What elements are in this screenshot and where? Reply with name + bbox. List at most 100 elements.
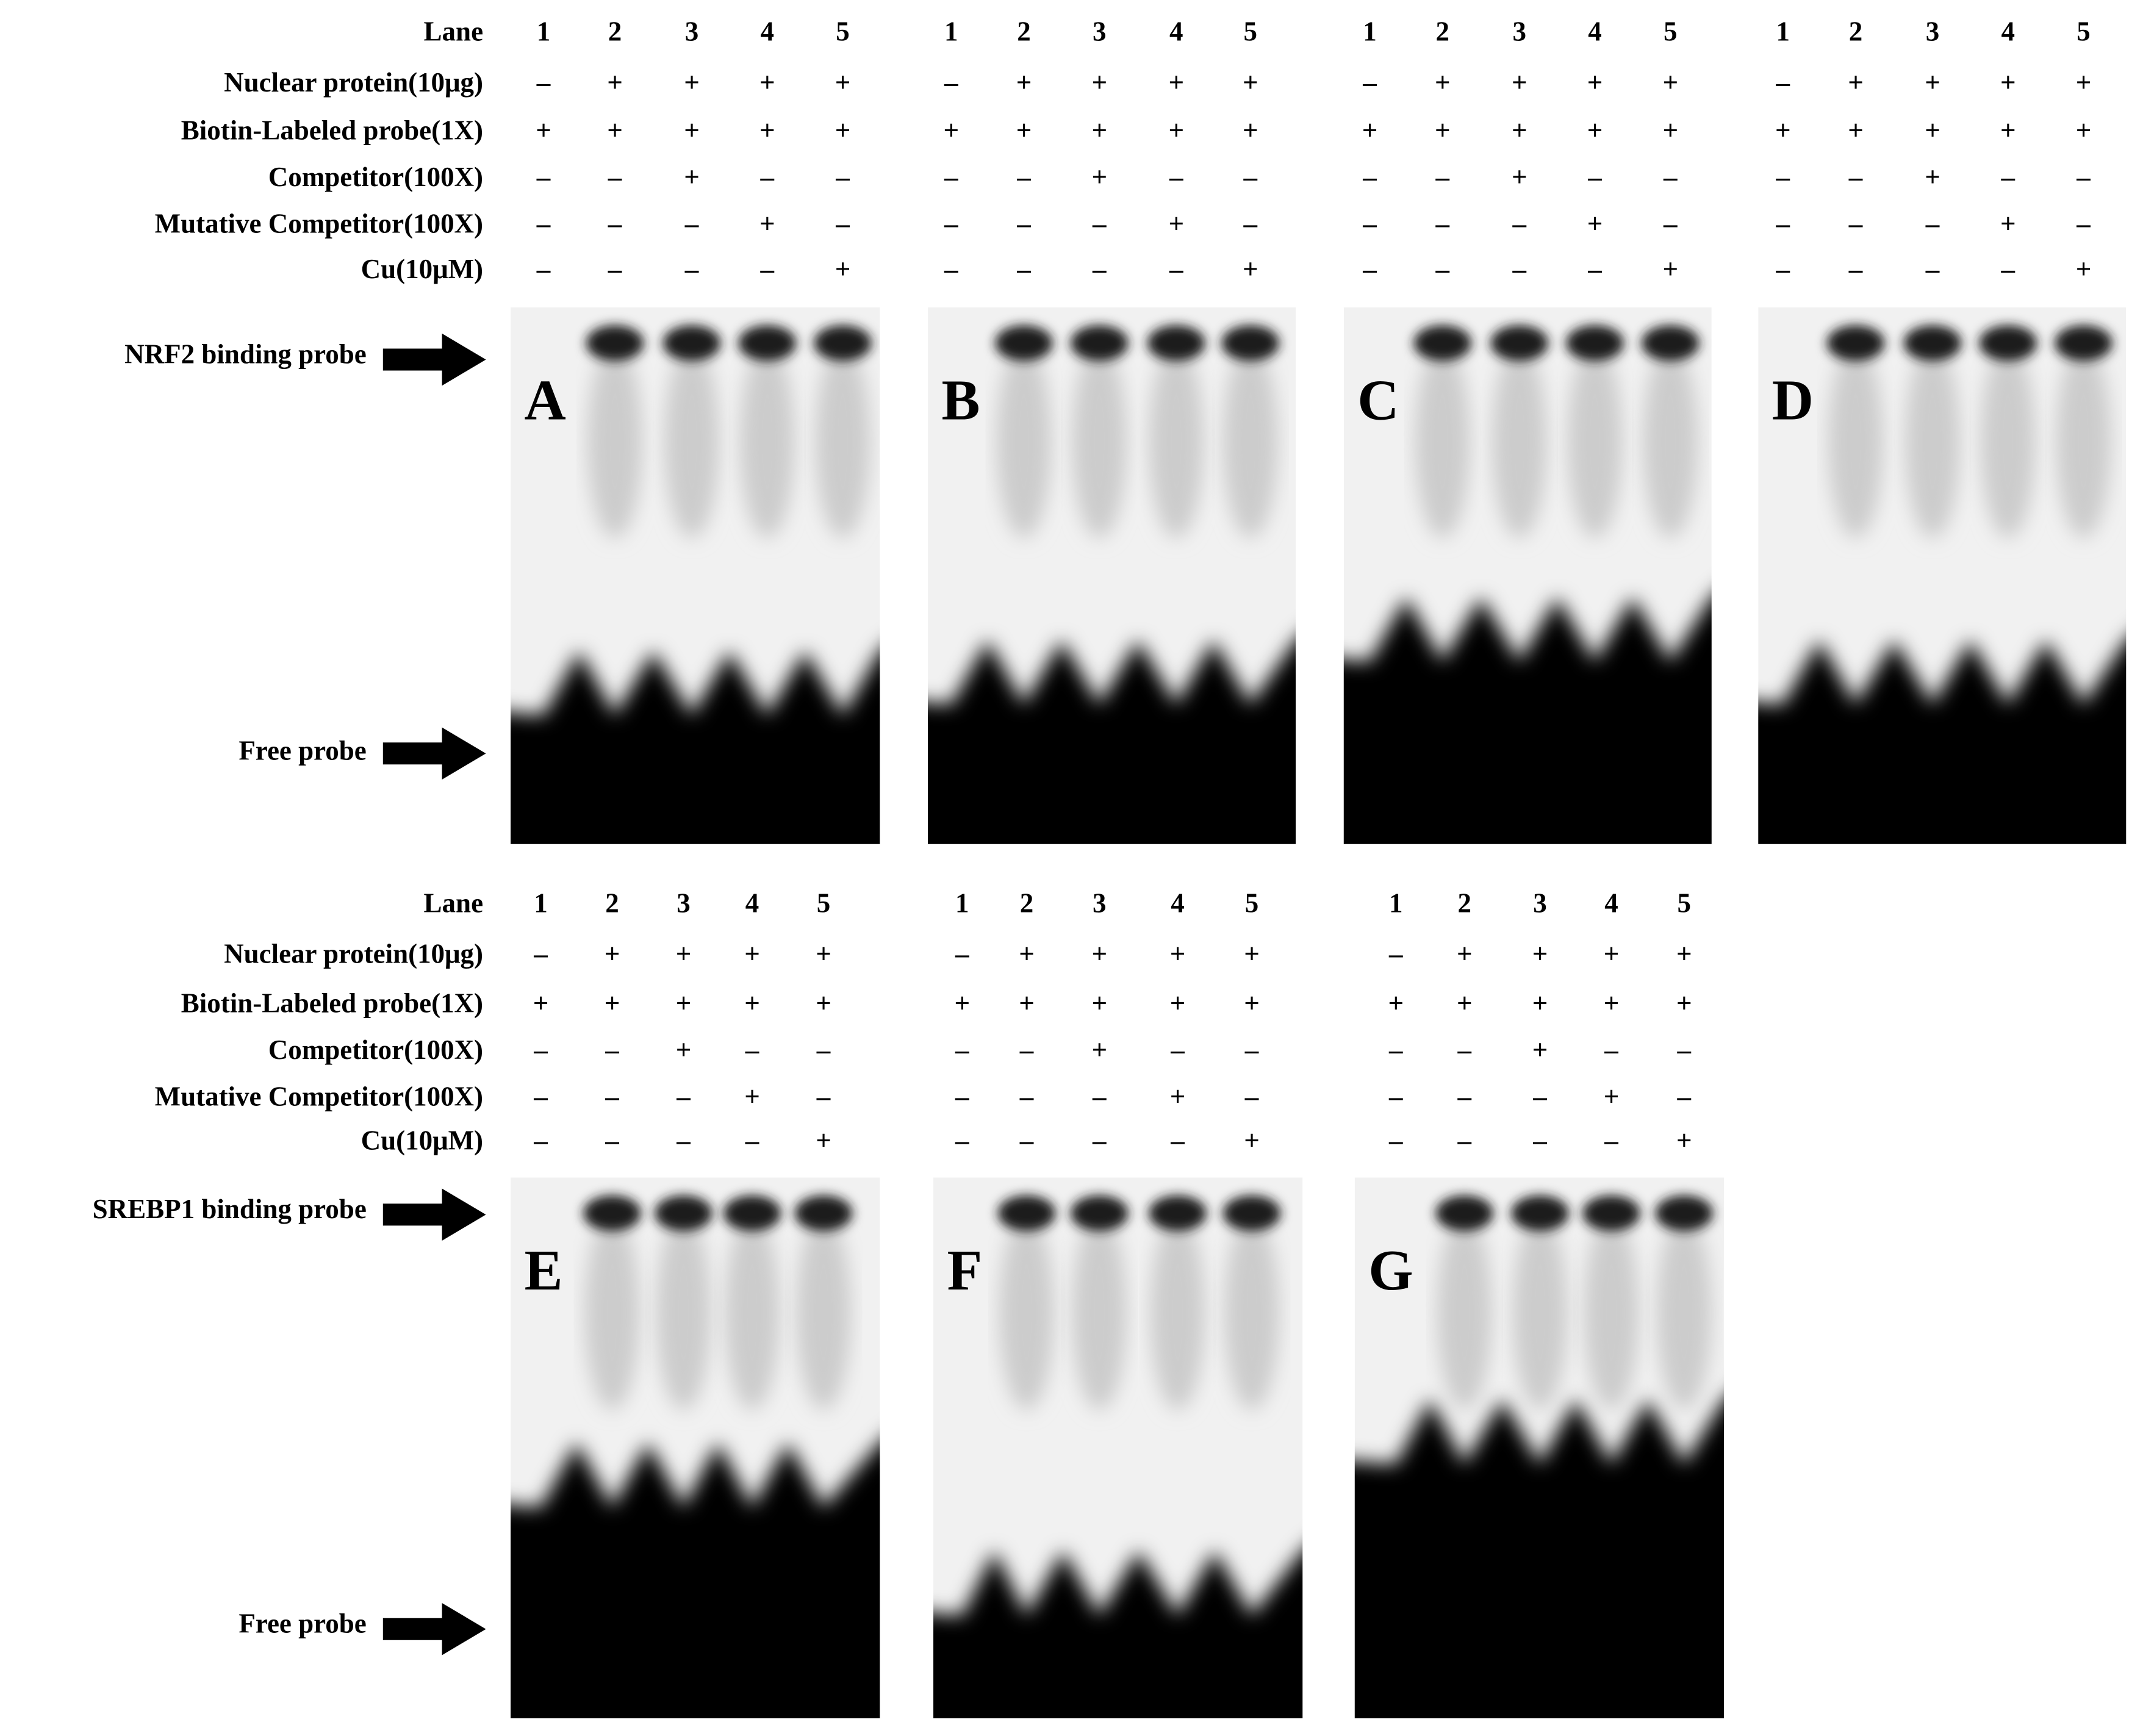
condition-sign: + (1019, 939, 1035, 969)
condition-sign: + (1925, 67, 1940, 98)
condition-sign: + (1243, 115, 1258, 146)
gel-band (738, 325, 797, 361)
lane-number: 4 (1588, 16, 1602, 47)
gel-band (662, 325, 721, 361)
condition-sign: + (1532, 939, 1548, 969)
condition-sign: – (1435, 209, 1450, 239)
gel-smear (1224, 1215, 1280, 1410)
gel-free-probe-region (933, 1551, 1303, 1718)
condition-sign: – (536, 254, 551, 284)
condition-sign: – (2076, 162, 2091, 192)
row-label: Lane (424, 16, 483, 47)
gel-band (1826, 325, 1885, 361)
gel-band (1511, 1195, 1569, 1232)
gel-band (655, 1195, 713, 1232)
condition-sign: + (1662, 67, 1678, 98)
condition-sign: – (1019, 1035, 1034, 1065)
gel-band (1221, 325, 1280, 361)
lane-number: 3 (1533, 888, 1547, 918)
lane-number: 4 (1604, 888, 1618, 918)
lane-number: 5 (817, 888, 830, 918)
condition-sign: + (1676, 1125, 1692, 1156)
condition-sign: – (1532, 1081, 1547, 1112)
gel-band (1149, 1195, 1207, 1232)
lane-number: 3 (1513, 16, 1527, 47)
condition-sign: + (759, 67, 775, 98)
lane-number: 5 (1245, 888, 1258, 918)
lane-number: 2 (1017, 16, 1031, 47)
condition-sign: – (1677, 1081, 1692, 1112)
condition-sign: – (2076, 209, 2091, 239)
condition-sign: + (1925, 115, 1940, 146)
condition-sign: + (1019, 988, 1035, 1019)
condition-sign: – (1512, 209, 1527, 239)
gel-image (511, 1177, 880, 1718)
gel-smear (796, 1215, 852, 1410)
lane-number: 1 (537, 16, 551, 47)
condition-sign: – (684, 209, 699, 239)
lane-number: 3 (677, 888, 691, 918)
gel-band (583, 1195, 641, 1232)
condition-sign: + (759, 115, 775, 146)
condition-sign: – (676, 1125, 691, 1156)
condition-sign: – (1435, 254, 1450, 284)
gel-band (1642, 325, 1700, 361)
gel-band (1582, 1195, 1640, 1232)
condition-sign: + (1388, 988, 1404, 1019)
condition-sign: – (955, 1035, 969, 1065)
condition-sign: – (1663, 209, 1678, 239)
condition-sign: – (1092, 1081, 1107, 1112)
gel-smear (584, 1215, 640, 1410)
condition-sign: + (1604, 939, 1620, 969)
row-label: Competitor(100X) (268, 162, 483, 192)
condition-sign: – (1848, 254, 1863, 284)
condition-sign: – (944, 254, 958, 284)
condition-sign: + (1604, 1081, 1620, 1112)
lane-number: 1 (534, 888, 548, 918)
condition-sign: + (607, 67, 623, 98)
condition-sign: + (954, 988, 970, 1019)
condition-sign: + (676, 1035, 692, 1065)
gel-band (1903, 325, 1962, 361)
emsa-section: Lane Nuclear protein(10μg) Biotin-Labeled … (124, 16, 2127, 844)
condition-sign: – (1925, 254, 1940, 284)
condition-sign: – (1677, 1035, 1692, 1065)
gel-image (1758, 307, 2127, 844)
panel-letter: A (525, 369, 566, 432)
condition-sign: + (1170, 1081, 1186, 1112)
arrow (382, 1188, 486, 1241)
condition-sign: – (1435, 162, 1450, 192)
condition-sign: – (605, 1035, 619, 1065)
lane-number: 1 (944, 16, 958, 47)
condition-sign: + (1170, 988, 1186, 1019)
condition-sign: + (1244, 939, 1260, 969)
condition-sign: – (536, 67, 551, 98)
gel-smear (1656, 1215, 1712, 1410)
condition-sign: + (1532, 1035, 1548, 1065)
lane-number: 2 (1436, 16, 1450, 47)
gel-smear (739, 345, 795, 539)
condition-sign: – (536, 209, 551, 239)
condition-sign: + (1662, 115, 1678, 146)
condition-sign: – (533, 1125, 548, 1156)
condition-sign: + (1676, 988, 1692, 1019)
condition-sign: + (605, 939, 620, 969)
condition-sign: + (759, 209, 775, 239)
gel-smear (1567, 345, 1623, 539)
condition-sign: + (1604, 988, 1620, 1019)
row-label: Nuclear protein(10μg) (224, 67, 483, 98)
condition-sign: – (1016, 254, 1031, 284)
condition-sign: – (1019, 1125, 1034, 1156)
condition-sign: – (745, 1035, 759, 1065)
gel-smear (1072, 345, 1127, 539)
gel-smear (1905, 345, 1961, 539)
gel-band (1435, 1195, 1494, 1232)
condition-sign: – (1362, 209, 1377, 239)
condition-sign: + (1587, 67, 1603, 98)
condition-sign: + (1925, 162, 1940, 192)
condition-sign: – (1604, 1125, 1618, 1156)
panel-letter: C (1357, 369, 1399, 432)
gel-band (1071, 325, 1129, 361)
condition-sign: + (1512, 115, 1527, 146)
gel-smear (996, 345, 1052, 539)
